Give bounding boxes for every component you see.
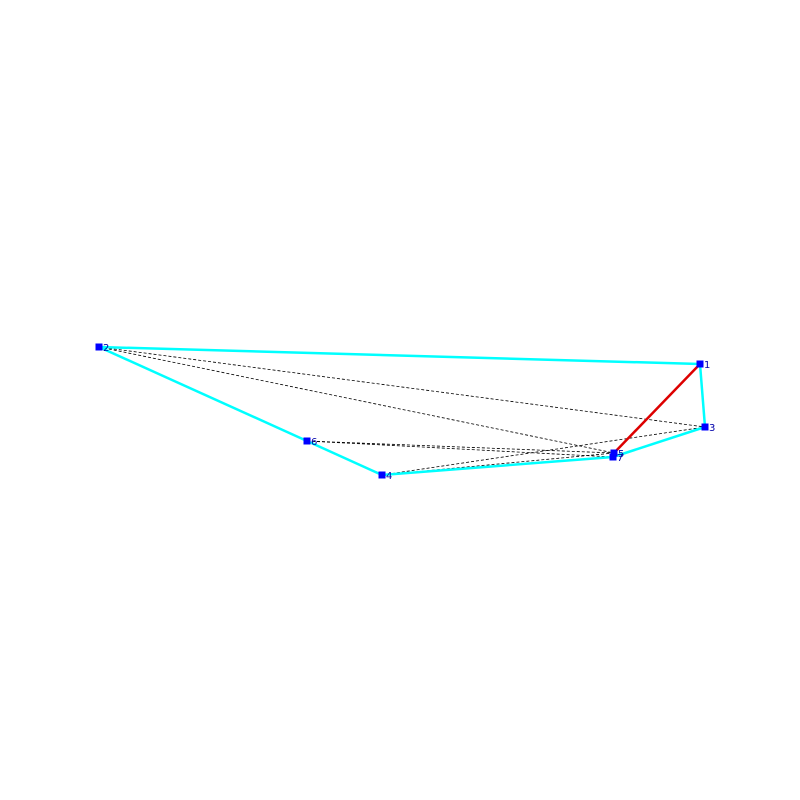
node-label-4: 4 [386,471,392,482]
node-5 [610,449,618,457]
node-label-7: 7 [617,453,623,464]
dashed-edge-6-7 [306,440,614,458]
nodes [95,343,709,479]
node-label-1: 1 [704,360,710,371]
dashed-edges [98,346,706,476]
hull-edge-7-4 [381,455,614,477]
hull-edge-4-6 [306,439,383,477]
dashed-edge-2-5 [98,346,615,454]
highlight-edges [613,363,701,454]
hull-edge-2-1 [98,345,701,366]
node-7 [609,453,617,461]
dashed-edge-6-5 [306,440,615,454]
node-4 [378,471,386,479]
node-1 [696,360,704,368]
hull-edge-3-7 [612,425,706,459]
dashed-edge-2-3 [98,346,706,428]
node-3 [701,423,709,431]
highlight-edge-1-5 [613,363,701,454]
hull-edges [98,345,707,477]
dashed-edge-4-3 [381,426,706,476]
node-2 [95,343,103,351]
node-label-2: 2 [103,343,109,354]
node-labels: 1 2 3 4 5 6 7 [103,343,715,482]
hull-edge-1-3 [698,363,707,428]
dashed-edge-4-5 [381,452,615,476]
node-label-5: 5 [618,449,624,460]
node-label-6: 6 [311,437,317,448]
node-label-3: 3 [709,423,715,434]
node-6 [303,437,311,445]
hull-edge-6-2 [98,345,308,443]
